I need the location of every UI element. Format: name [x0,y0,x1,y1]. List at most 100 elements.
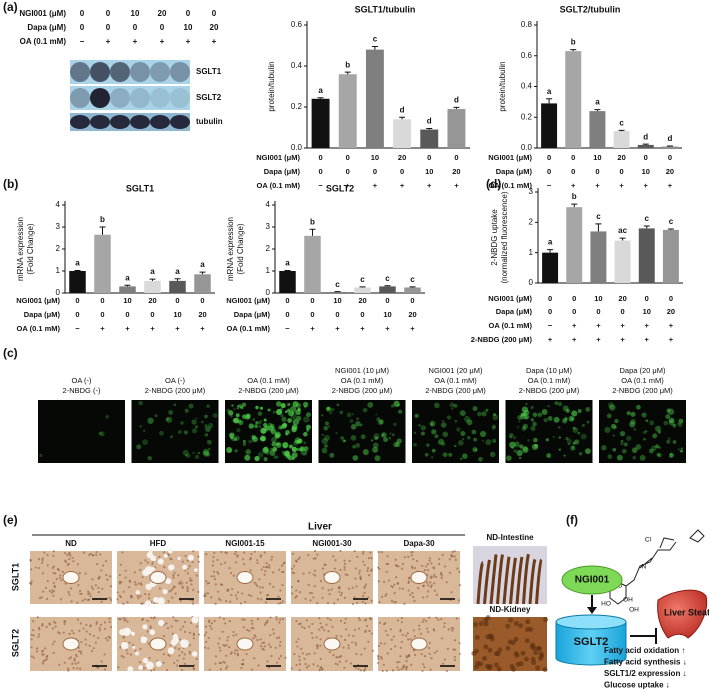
target-top [555,614,627,630]
cell [400,640,404,643]
treatment-value: 0 [385,296,389,305]
vacuole [145,583,152,591]
fluorescence-spot [324,444,328,448]
fluorescence-spot [655,425,662,432]
cell [204,625,208,628]
cell [126,652,129,655]
cell [192,633,195,637]
significance-letter: c [645,214,650,223]
fluorescence-spot [434,402,440,409]
cell [357,627,361,630]
cell [453,555,456,558]
cell [101,564,105,567]
fluorescence-spot [367,401,374,408]
effect-label: Glucose uptake ↓ [604,681,670,690]
cell [312,573,315,576]
cell [440,576,443,580]
fluorescence-spot [518,420,521,423]
bar [404,287,421,293]
cell [395,565,399,568]
fluorescence-spot [545,438,549,442]
y-tick-label: 3 [266,222,271,231]
cell [142,667,145,670]
cell [386,652,389,655]
cell [81,599,84,602]
cell [80,652,83,655]
fluorescence-spot [301,449,308,456]
cell [228,646,231,649]
treatment-label: OA (0.1 mM) [489,181,533,190]
fluorescence-spot [581,423,585,427]
fluorescence-spot [257,452,264,458]
cell [205,580,208,583]
cell [222,617,226,620]
cell [262,648,266,651]
cell [219,668,222,671]
bar [354,287,371,293]
fluorescence-spot [396,441,399,444]
cell [404,634,408,637]
fluorescence-spot [203,450,210,457]
treatment-value: 20 [667,307,675,316]
fluorescence-spot [462,453,468,460]
cell [427,584,430,587]
condition-label: 2-NBDG (200 μM) [519,386,580,395]
fluorescence-spot [571,410,578,417]
cell [191,599,194,602]
condition-label: Dapa (10 μM) [526,366,573,375]
cell [124,576,127,579]
panel-label: (e) [3,513,18,527]
cell [128,580,132,583]
cell [344,573,347,576]
cell [82,551,86,554]
cell [295,619,298,623]
cell [74,662,77,665]
villus [522,553,530,605]
cell [176,659,179,662]
cell [207,647,210,650]
cell [343,596,346,599]
cell [236,553,239,557]
cell [69,554,72,557]
cell [440,637,444,640]
cell [430,576,433,579]
fluorescence-spot [260,435,266,442]
bar [393,119,412,148]
vacuole [142,624,148,630]
bar [565,51,582,149]
cell [225,600,228,603]
blot-band-label: tubulin [196,117,223,126]
atom-label: N [642,564,647,571]
cell [277,636,281,639]
cell [384,629,387,633]
fluorescence-spot [472,406,478,412]
cell [485,634,491,640]
cell [52,651,55,655]
fluorescence-spot [276,442,280,446]
effect-label: Fatty acid oxidation ↑ [604,646,685,655]
fluorescence-spot [303,441,307,445]
cell [428,559,431,562]
cell [219,598,222,602]
cell [505,645,511,651]
fluorescence-spot [607,454,613,459]
cell [389,628,393,631]
cell [321,668,324,671]
cell [117,617,121,621]
vacuole [132,645,136,649]
error-bar [594,109,601,112]
cell [321,587,324,590]
fluorescence-spot [530,425,536,431]
cell [268,582,272,585]
cell [186,586,189,589]
cell [305,619,308,622]
fluorescence-spot [456,427,461,432]
cell [262,641,266,644]
cell [326,617,329,620]
cell [178,582,181,585]
treatment-value: + [160,37,165,46]
cell [255,583,258,586]
cell [173,571,176,575]
cell [432,575,435,578]
cell [165,668,169,672]
